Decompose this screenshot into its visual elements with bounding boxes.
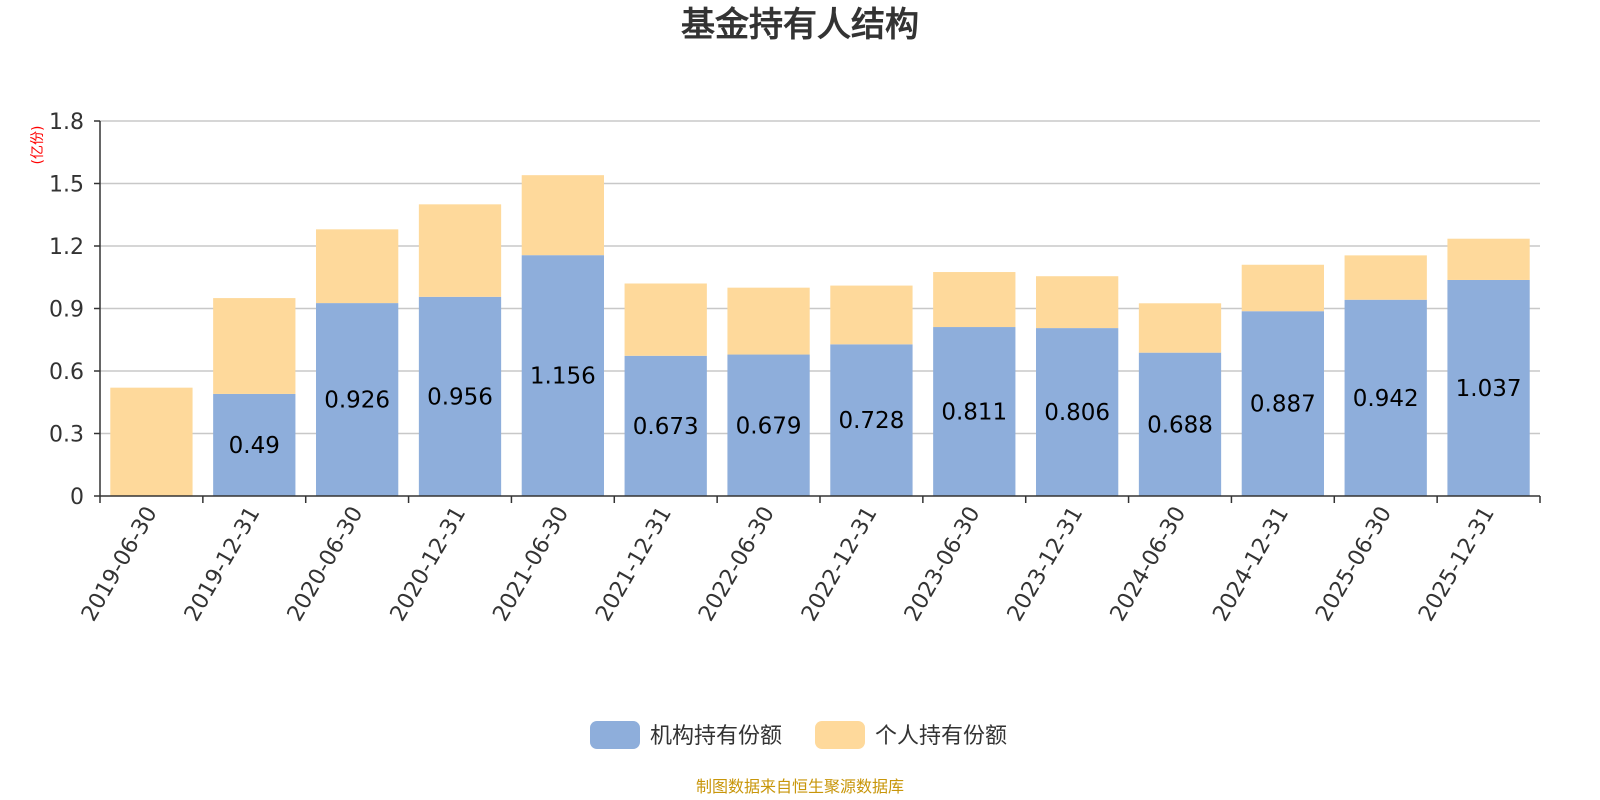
bar-individual — [213, 298, 296, 394]
bar-institutional — [418, 296, 502, 496]
bar-individual — [830, 285, 913, 345]
data-label: 1.037 — [1456, 376, 1522, 402]
bar-institutional — [727, 354, 810, 496]
x-tick-label: 2024-06-30 — [1106, 503, 1192, 626]
y-tick-label: 1.5 — [49, 173, 84, 198]
data-label: 0.887 — [1250, 392, 1316, 418]
y-axis-unit-label: (亿份) — [30, 126, 46, 165]
y-tick-label: 0.9 — [49, 298, 84, 323]
data-label: 0.49 — [229, 433, 280, 459]
y-tick-label: 0 — [70, 485, 84, 510]
bar-individual — [316, 229, 399, 304]
bar-institutional — [830, 344, 913, 496]
data-label: 0.926 — [324, 388, 390, 414]
legend-item: 机构持有份额 — [590, 721, 782, 749]
bar-individual — [727, 287, 810, 355]
x-tick-label: 2020-06-30 — [283, 503, 369, 626]
data-label: 0.942 — [1353, 386, 1419, 412]
bar-individual — [521, 175, 604, 256]
data-label: 0.673 — [633, 414, 699, 440]
x-tick-label: 2023-06-30 — [900, 503, 986, 626]
x-tick-label: 2019-12-31 — [180, 503, 266, 626]
y-tick-label: 0.3 — [49, 423, 84, 448]
data-label: 0.679 — [736, 413, 802, 439]
bar-individual — [1344, 255, 1427, 300]
legend-swatch — [815, 721, 865, 749]
bar-institutional — [213, 393, 296, 496]
x-tick-label: 2025-06-30 — [1311, 503, 1397, 626]
x-tick-label: 2022-06-30 — [694, 503, 780, 626]
data-label: 0.956 — [427, 384, 493, 410]
bar-institutional — [933, 327, 1016, 496]
data-label: 0.806 — [1044, 400, 1110, 426]
bar-individual — [110, 387, 193, 496]
legend-swatch — [590, 721, 640, 749]
data-label: 0.728 — [838, 408, 904, 434]
data-label: 1.156 — [530, 364, 596, 390]
bar-institutional — [1344, 299, 1427, 496]
bars — [110, 175, 1530, 496]
legend: 机构持有份额 个人持有份额 — [590, 721, 1007, 749]
bar-individual — [1241, 264, 1324, 312]
legend-item: 个人持有份额 — [815, 721, 1007, 749]
x-tick-label: 2021-12-31 — [591, 503, 677, 626]
chart-title: 基金持有人结构 — [681, 5, 919, 45]
bar-institutional — [624, 355, 707, 496]
y-tick-label: 1.8 — [49, 110, 84, 135]
source-note: 制图数据来自恒生聚源数据库 — [696, 777, 904, 796]
bar-institutional — [521, 255, 604, 496]
x-tick-label: 2024-12-31 — [1208, 503, 1294, 626]
bar-institutional — [1036, 328, 1119, 496]
x-tick-label: 2023-12-31 — [1003, 503, 1089, 626]
data-label: 0.688 — [1147, 412, 1213, 438]
y-tick-label: 1.2 — [49, 235, 84, 260]
x-tick-labels: 2019-06-30 2019-12-31 2020-06-30 2020-12-31… — [77, 496, 1541, 626]
data-labels: 0.49 0.926 0.956 1.156 0.673 0.679 0.728 0.811 0… — [229, 364, 1522, 459]
bar-individual — [418, 204, 502, 297]
bar-individual — [624, 283, 707, 356]
legend-label: 个人持有份额 — [875, 724, 1007, 749]
y-tick-label: 0.6 — [49, 360, 84, 385]
data-label: 0.811 — [941, 400, 1007, 426]
bar-individual — [1138, 303, 1222, 353]
y-tick-labels: 0 0.3 0.6 0.9 1.2 1.5 1.8 — [49, 110, 100, 510]
bar-institutional — [1241, 311, 1324, 496]
bar-individual — [1447, 238, 1530, 280]
bar-institutional — [1138, 352, 1222, 496]
x-tick-label: 2022-12-31 — [797, 503, 883, 626]
bar-institutional — [316, 303, 399, 496]
x-tick-label: 2021-06-30 — [488, 503, 574, 626]
x-tick-label: 2025-12-31 — [1414, 503, 1500, 626]
x-tick-label: 2020-12-31 — [386, 503, 472, 626]
x-tick-label: 2019-06-30 — [77, 503, 163, 626]
bar-individual — [933, 272, 1016, 328]
legend-label: 机构持有份额 — [650, 724, 782, 749]
bar-institutional — [1447, 279, 1530, 496]
bar-individual — [1036, 276, 1119, 329]
